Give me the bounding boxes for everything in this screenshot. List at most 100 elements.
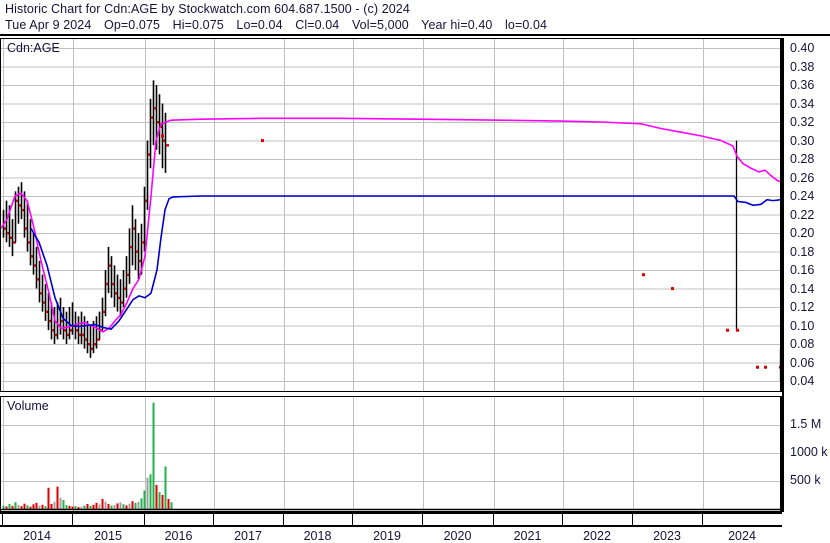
price-axis-tick-label: 0.04: [790, 374, 815, 388]
x-axis-year-label: 2024: [728, 529, 756, 543]
header-quote-line: Tue Apr 9 2024 Op=0.075 Hi=0.075 Lo=0.04…: [5, 18, 556, 32]
x-axis-year-label: 2019: [373, 529, 401, 543]
x-axis-tick: [493, 514, 494, 527]
ohlc-close-tick: [103, 310, 106, 314]
price-axis-tick-label: 0.16: [790, 263, 815, 277]
ohlc-close-tick: [28, 241, 31, 244]
ohlc-close-tick: [106, 282, 109, 286]
ohlc-close-tick: [79, 333, 82, 337]
x-axis-year-label: 2021: [513, 529, 542, 543]
x-axis-year-label: 2023: [653, 529, 681, 543]
price-axis-tick-label: 0.36: [790, 78, 815, 92]
ohlc-close-tick: [76, 329, 79, 332]
price-axis-tick-label: 0.28: [790, 152, 815, 166]
quote-year-low: lo=0.04: [505, 18, 548, 32]
ohlc-close-tick: [112, 282, 115, 286]
price-panel-title: Cdn:AGE: [7, 41, 60, 55]
ohlc-close-tick: [4, 227, 7, 230]
price-axis-tick-label: 0.14: [790, 281, 815, 296]
ohlc-close-tick: [88, 343, 91, 346]
x-axis-year-label: 2014: [23, 529, 51, 543]
price-chart-panel[interactable]: Cdn:AGE: [0, 38, 782, 392]
sparse-trade-dot: [779, 365, 780, 369]
sparse-trade-dot: [161, 134, 164, 138]
price-axis-tick-label: 0.10: [790, 318, 815, 333]
ohlc-close-tick: [43, 301, 46, 304]
ohlc-close-tick: [70, 329, 73, 332]
ohlc-close-tick: [13, 241, 16, 244]
ohlc-close-tick: [64, 329, 67, 332]
ohlc-close-tick: [16, 199, 19, 203]
volume-axis-tick-label: 500 k: [790, 473, 821, 487]
ohlc-close-tick: [133, 227, 136, 230]
ohlc-close-tick: [145, 199, 148, 203]
x-axis-tick: [562, 514, 563, 527]
quote-low: Lo=0.04: [236, 18, 283, 32]
price-axis-tick-label: 0.30: [790, 133, 815, 148]
x-axis-tick: [702, 514, 703, 527]
ohlc-close-tick: [163, 139, 166, 142]
price-axis-tick-label: 0.18: [790, 244, 815, 259]
ohlc-close-tick: [109, 264, 112, 267]
price-plot-area: [1, 39, 780, 391]
ohlc-close-tick: [31, 255, 34, 258]
x-axis-tick: [283, 514, 284, 527]
volume-axis-tick-label: 1000 k: [790, 445, 828, 459]
ohlc-close-tick: [46, 310, 49, 314]
ohlc-close-tick: [118, 296, 121, 300]
ohlc-close-tick: [52, 329, 55, 332]
x-axis-tick-row: [0, 514, 782, 527]
sparse-trade-dot: [756, 365, 759, 369]
sparse-trade-dot: [726, 328, 729, 332]
ohlc-close-tick: [40, 292, 43, 295]
ohlc-close-tick: [124, 287, 127, 290]
ohlc-close-tick: [94, 343, 97, 346]
price-axis-tick-label: 0.12: [790, 300, 815, 314]
quote-high: Hi=0.075: [172, 18, 224, 32]
x-axis-year-label: 2022: [583, 529, 611, 543]
quote-close: Cl=0.04: [295, 18, 340, 32]
x-axis-year-label: 2017: [234, 529, 262, 543]
quote-date: Tue Apr 9 2024: [5, 18, 92, 32]
ohlc-close-tick: [91, 347, 94, 351]
ohlc-close-tick: [19, 204, 22, 207]
sparse-trade-dot: [671, 287, 674, 291]
x-axis-tick: [352, 514, 353, 527]
ohlc-close-tick: [151, 116, 154, 119]
price-axis-tick-label: 0.22: [790, 207, 815, 222]
ma-short-line: [30, 195, 780, 331]
x-axis-tick: [72, 514, 73, 527]
price-axis-tick-label: 0.24: [790, 189, 815, 203]
x-axis-year-label: 2016: [164, 529, 193, 543]
price-axis-tick-label: 0.38: [790, 59, 815, 74]
ohlc-close-tick: [7, 232, 10, 235]
ohlc-close-tick: [67, 333, 70, 337]
sparse-trade-dot: [764, 365, 767, 369]
x-axis-tick: [632, 514, 633, 527]
ohlc-close-tick: [142, 241, 145, 244]
volume-chart-panel[interactable]: Volume: [0, 396, 782, 512]
x-axis: 2014 2015 2016 2017 2018 2019 2020 2021 2022 2023…: [0, 512, 782, 543]
price-axis-tick-label: 0.40: [790, 41, 815, 55]
ohlc-close-tick: [157, 121, 160, 124]
ohlc-close-tick: [55, 333, 58, 337]
ohlc-close-tick: [34, 264, 37, 267]
ohlc-close-tick: [82, 333, 85, 337]
price-axis-tick-label: 0.26: [790, 170, 815, 185]
ohlc-close-tick: [97, 338, 100, 341]
ohlc-close-tick: [130, 245, 133, 249]
price-axis-tick-label: 0.06: [790, 355, 815, 370]
ohlc-close-tick: [10, 236, 13, 240]
quote-open: Op=0.075: [104, 18, 161, 32]
x-axis-tick: [2, 514, 3, 527]
ohlc-close-tick: [136, 250, 139, 253]
sparse-trade-dot: [736, 328, 739, 332]
price-axis-tick-label: 0.32: [790, 115, 815, 129]
x-axis-tick: [144, 514, 145, 527]
x-axis-year-label: 2015: [94, 529, 122, 543]
ohlc-close-tick: [37, 278, 40, 281]
ohlc-close-tick: [148, 153, 151, 156]
ohlc-close-tick: [25, 227, 28, 230]
volume-axis-tick-label: 1.5 M: [790, 417, 822, 431]
volume-plot-area: [1, 397, 780, 511]
